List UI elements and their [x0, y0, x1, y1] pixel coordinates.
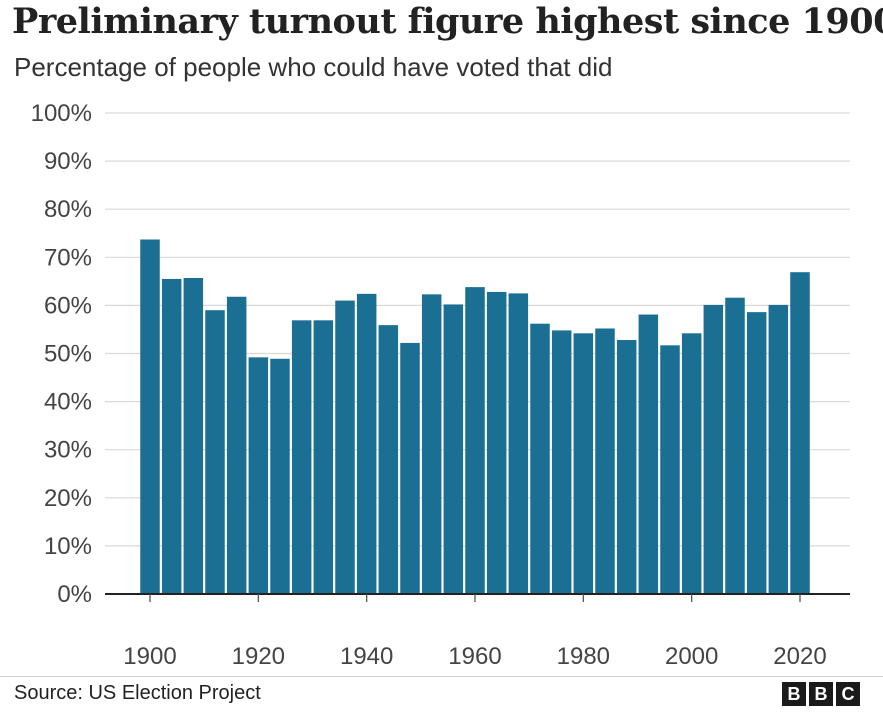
y-tick-label: 100% — [31, 100, 92, 127]
bar-1916 — [226, 296, 247, 594]
bbc-logo-letter: B — [809, 682, 833, 706]
bar-1968 — [508, 293, 529, 595]
bar-1904 — [161, 278, 182, 594]
bar-1932 — [313, 320, 334, 594]
bar-1964 — [486, 291, 507, 594]
bar-1928 — [291, 320, 312, 594]
x-tick-label: 1920 — [232, 643, 285, 670]
bar-2012 — [746, 312, 767, 594]
bar-1900 — [140, 239, 160, 594]
y-tick-label: 20% — [44, 485, 92, 512]
bbc-logo: B B C — [782, 682, 860, 706]
y-tick-label: 40% — [44, 389, 92, 416]
x-tick-label: 2020 — [773, 643, 826, 670]
y-tick-label: 30% — [44, 437, 92, 464]
bar-2008 — [725, 297, 745, 594]
y-tick-label: 90% — [44, 148, 92, 175]
x-tick-label: 1960 — [448, 643, 501, 670]
bar-1960 — [465, 287, 485, 594]
x-tick-label: 1980 — [557, 643, 610, 670]
bar-1948 — [400, 342, 420, 594]
bars — [140, 239, 810, 595]
y-axis-tick-labels: 0% 10% 20% 30% 40% 50% 60% 70% 80% 90% 100% — [31, 100, 92, 608]
bar-1952 — [421, 294, 442, 594]
x-axis — [105, 593, 850, 602]
bar-1924 — [270, 358, 290, 594]
x-tick-label: 1940 — [340, 643, 393, 670]
bar-1988 — [616, 340, 637, 594]
bar-2016 — [768, 304, 789, 594]
y-tick-label: 50% — [44, 341, 92, 368]
y-tick-label: 10% — [44, 533, 92, 560]
bbc-logo-letter: B — [782, 682, 806, 706]
bar-1912 — [205, 310, 225, 594]
source-note: Source: US Election Project — [14, 682, 261, 704]
turnout-bar-chart: 0%10%20%30%40%50%60%70%80%90%100% 1900 19… — [31, 100, 850, 670]
bar-1956 — [443, 304, 464, 594]
bar-1984 — [595, 328, 615, 594]
y-tick-label: 80% — [44, 196, 92, 223]
bar-1980 — [573, 333, 594, 594]
bar-1908 — [183, 277, 204, 594]
y-tick-label: 70% — [44, 244, 92, 271]
bar-1996 — [660, 345, 680, 594]
bar-1936 — [335, 300, 355, 594]
x-axis-tick-labels: 1900 1920 1940 1960 1980 2000 2020 — [123, 643, 826, 670]
bar-1920 — [248, 357, 269, 594]
bar-2020 — [790, 272, 810, 594]
bar-2004 — [703, 304, 724, 594]
bar-1992 — [638, 314, 659, 594]
y-tick-label: 60% — [44, 292, 92, 319]
chart-subtitle: Percentage of people who could have vote… — [14, 52, 613, 82]
footer-divider — [0, 676, 883, 677]
x-tick-label: 2000 — [665, 643, 718, 670]
y-tick-label: 0% — [57, 581, 92, 608]
bar-1972 — [530, 323, 550, 594]
chart-title: Preliminary turnout figure highest since… — [12, 1, 883, 42]
bar-1944 — [378, 325, 399, 594]
bbc-logo-letter: C — [836, 682, 860, 706]
bar-2000 — [681, 333, 702, 594]
bar-1940 — [356, 293, 377, 594]
x-tick-label: 1900 — [123, 643, 176, 670]
bar-1976 — [551, 330, 572, 594]
